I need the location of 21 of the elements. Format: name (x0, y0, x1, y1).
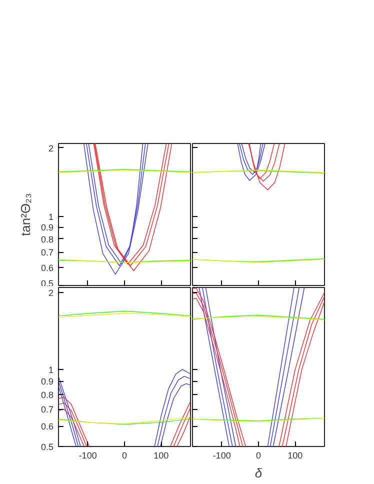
x-tick-label: 100 (288, 450, 303, 460)
y-tick-label: 0.9 (40, 376, 54, 387)
y-tick-label: 2 (48, 143, 54, 154)
x-tick-label: -100 (78, 450, 97, 460)
y-tick-label: 0.8 (40, 234, 54, 244)
y-tick-label: 0.6 (40, 422, 54, 432)
y-tick-label: 1 (48, 212, 54, 222)
y-tick-label: 0.7 (40, 404, 54, 415)
x-tick-label: -100 (212, 450, 231, 460)
x-tick-label: 0 (256, 450, 262, 460)
y-tick-label: 2 (48, 288, 54, 298)
y-axis-title: tan²Θ₂₃ (18, 193, 33, 236)
x-tick-label: 100 (154, 450, 169, 460)
y-tick-label: 0.7 (40, 248, 54, 258)
y-tick-label: 0.9 (40, 222, 54, 233)
y-tick-label: 1 (48, 364, 54, 375)
y-tick-label: 0.5 (40, 442, 54, 452)
y-tick-label: 0.8 (40, 390, 54, 400)
x-tick-label: 0 (122, 450, 128, 460)
y-tick-label: 0.6 (40, 262, 54, 273)
x-axis-title: δ (254, 466, 263, 480)
